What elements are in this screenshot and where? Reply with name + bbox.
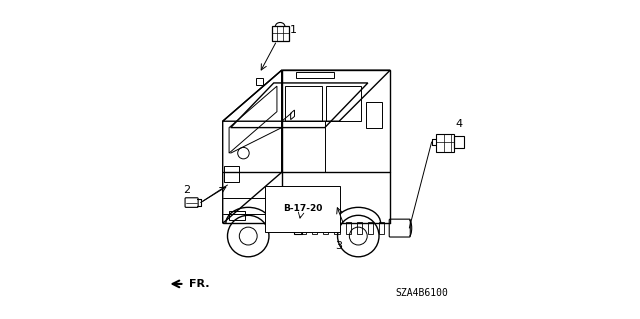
Text: FR.: FR. [189,279,210,289]
Text: B-17-20: B-17-20 [283,204,322,213]
Text: 4: 4 [455,119,462,129]
Text: 2: 2 [184,185,191,195]
Text: SZA4B6100: SZA4B6100 [396,288,449,299]
Text: 3: 3 [335,241,342,251]
Text: 1: 1 [290,25,297,35]
